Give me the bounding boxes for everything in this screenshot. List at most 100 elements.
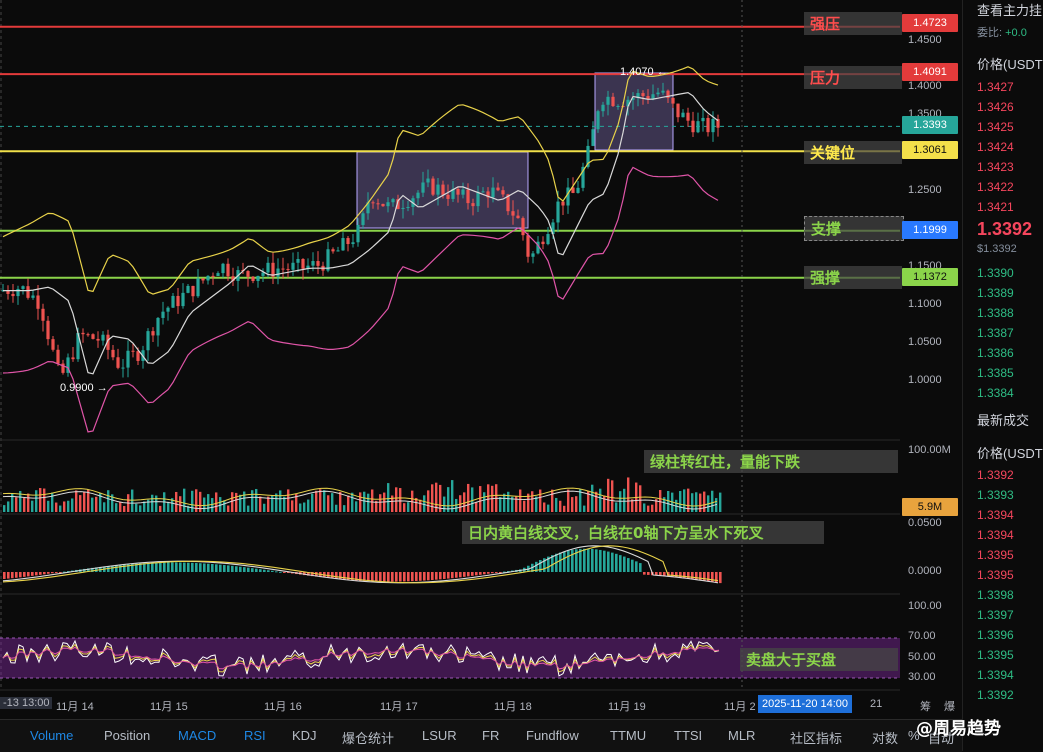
ask-row[interactable]: 1.3424 [977, 140, 1014, 154]
candle [571, 187, 575, 193]
trade-row[interactable]: 1.3394 [977, 508, 1014, 522]
candle [541, 241, 545, 245]
trade-row[interactable]: 1.3398 [977, 588, 1014, 602]
volume-bar [467, 483, 470, 512]
volume-bar [47, 500, 50, 512]
ask-row[interactable]: 1.3426 [977, 100, 1014, 114]
tab-ttmu[interactable]: TTMU [610, 728, 647, 743]
range-box [594, 72, 674, 151]
ask-row[interactable]: 1.3427 [977, 80, 1014, 94]
badge-key-level: 1.3061 [902, 141, 958, 159]
volume-bar [407, 502, 410, 512]
volume-bar [223, 500, 226, 512]
bid-row[interactable]: 1.3384 [977, 386, 1014, 400]
rsi-line [2, 646, 720, 670]
candle [206, 275, 210, 281]
volume-bar [439, 484, 442, 512]
candle [91, 334, 95, 339]
tab-kdj[interactable]: KDJ [292, 728, 317, 743]
trade-row[interactable]: 1.3392 [977, 688, 1014, 702]
volume-bar [107, 490, 110, 512]
tab-lsur[interactable]: LSUR [422, 728, 457, 743]
volume-bar [199, 491, 202, 512]
macd-bar [659, 572, 662, 576]
tab-macd[interactable]: MACD [178, 728, 217, 743]
volume-bar [475, 502, 478, 512]
macd-bar [679, 572, 682, 578]
macd-bar [483, 572, 486, 575]
candle [136, 351, 140, 361]
bid-row[interactable]: 1.3387 [977, 326, 1014, 340]
volume-ma2 [2, 490, 718, 510]
trade-row[interactable]: 1.3395 [977, 548, 1014, 562]
volume-bar [63, 501, 66, 512]
signal-line [2, 545, 719, 584]
trade-row[interactable]: 1.3396 [977, 628, 1014, 642]
macd-bar [179, 562, 182, 572]
ask-row[interactable]: 1.3422 [977, 180, 1014, 194]
bid-row[interactable]: 1.3389 [977, 286, 1014, 300]
corner-label[interactable]: 爆 [944, 701, 955, 713]
macd-bar [387, 572, 390, 582]
ask-row[interactable]: 1.3423 [977, 160, 1014, 174]
trade-row[interactable]: 1.3394 [977, 528, 1014, 542]
candle [306, 265, 310, 269]
bid-row[interactable]: 1.3386 [977, 346, 1014, 360]
ask-row[interactable]: 1.3425 [977, 120, 1014, 134]
candle [191, 285, 195, 297]
trade-row[interactable]: 1.3394 [977, 668, 1014, 682]
macd-bar [491, 572, 494, 574]
macd-bar [315, 572, 318, 577]
tab-percent[interactable]: % [908, 728, 920, 743]
trade-row[interactable]: 1.3392 [977, 468, 1014, 482]
ask-row[interactable]: 1.3421 [977, 200, 1014, 214]
tab-log[interactable]: 对数 [872, 731, 899, 746]
tab-rsi[interactable]: RSI [244, 728, 266, 743]
volume-bar [527, 493, 530, 512]
trade-row[interactable]: 1.3395 [977, 568, 1014, 582]
rsi-annotation: 卖盘大于买盘 [740, 648, 898, 671]
macd-bar [615, 553, 618, 572]
order-book-panel: 查看主力挂 委比: +0.0 价格(USDT 1.3392 $1.3392 最新… [962, 0, 1043, 751]
tab-mlr[interactable]: MLR [728, 728, 756, 743]
macd-bar [95, 567, 98, 572]
tab-auto[interactable]: 自动 [928, 731, 955, 746]
bid-row[interactable]: 1.3390 [977, 266, 1014, 280]
trade-row[interactable]: 1.3393 [977, 488, 1014, 502]
tab-ttsi[interactable]: TTSI [674, 728, 703, 743]
tab-fundflow[interactable]: Fundflow [526, 728, 579, 743]
macd-bar [119, 564, 122, 572]
volume-annotation: 绿柱转红柱，量能下跌 [644, 450, 898, 473]
candle [681, 112, 685, 118]
middle-band [3, 91, 719, 375]
volume-bar [91, 497, 94, 512]
candle [426, 178, 430, 183]
macd-bar [499, 572, 502, 573]
volume-bar [607, 478, 610, 512]
macd-bar [307, 572, 310, 576]
order-book-title[interactable]: 查看主力挂 [977, 3, 1043, 18]
candle [146, 331, 150, 351]
tab-fr[interactable]: FR [482, 728, 500, 743]
volume-bar [119, 501, 122, 512]
tab-liquidation[interactable]: 爆仓统计 [342, 731, 395, 746]
tab-volume[interactable]: Volume [30, 728, 74, 743]
price-chart[interactable]: 1.4070 ← 0.9900 → [0, 0, 962, 719]
candle [601, 104, 605, 112]
macd-bar [395, 572, 398, 582]
volume-bar [483, 492, 486, 512]
tab-position[interactable]: Position [104, 728, 151, 743]
macd-bar [127, 564, 130, 572]
tab-community[interactable]: 社区指标 [790, 731, 843, 746]
volume-bar [679, 491, 682, 512]
candle [261, 272, 265, 276]
volume-bar [503, 493, 506, 512]
bid-row[interactable]: 1.3388 [977, 306, 1014, 320]
corner-label[interactable]: 筹 [920, 701, 931, 713]
candle [371, 202, 375, 204]
volume-bar [31, 500, 34, 512]
bid-row[interactable]: 1.3385 [977, 366, 1014, 380]
trade-row[interactable]: 1.3395 [977, 648, 1014, 662]
trade-row[interactable]: 1.3397 [977, 608, 1014, 622]
volume-bar [227, 505, 230, 512]
